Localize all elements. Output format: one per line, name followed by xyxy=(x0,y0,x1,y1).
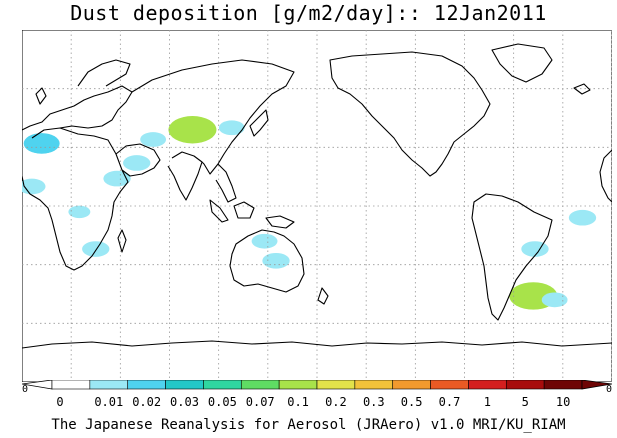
colorbar-level-label: 0.5 xyxy=(401,395,423,409)
colorbar-level-label: 1 xyxy=(484,395,491,409)
dust-blob xyxy=(251,233,278,249)
colorbar-level-label: 0.3 xyxy=(363,395,385,409)
coastlines xyxy=(22,43,612,349)
colorbar-boxes xyxy=(22,380,612,390)
colorbar-box xyxy=(543,380,583,390)
coastline-greenland xyxy=(491,43,553,83)
colorbar-level-label: 0.01 xyxy=(94,395,123,409)
coastline-east-asia xyxy=(131,59,295,175)
colorbar-box xyxy=(392,380,431,390)
coastline-sumatra xyxy=(209,199,229,223)
coastline-india xyxy=(167,151,203,201)
colorbar-level-label: 0.2 xyxy=(325,395,347,409)
dust-blob xyxy=(82,241,110,257)
footer-credit: The Japanese Reanalysis for Aerosol (JRA… xyxy=(51,417,566,433)
colorbar-box xyxy=(505,380,545,390)
dust-blob xyxy=(123,155,151,171)
colorbar-box xyxy=(51,380,91,390)
coastline-new-guinea xyxy=(265,215,295,229)
coastline-africa xyxy=(22,127,129,271)
coastline-madagascar xyxy=(117,229,127,253)
coastline-britain xyxy=(35,87,47,105)
dust-field-layer xyxy=(22,116,597,310)
colorbar-left-label: 0 xyxy=(22,384,28,395)
colorbar-right-arrow xyxy=(581,380,612,390)
colorbar-box xyxy=(468,380,507,390)
dust-blob xyxy=(140,132,167,147)
colorbar-level-label: 0.03 xyxy=(170,395,199,409)
dust-blob xyxy=(262,252,290,269)
colorbar-box xyxy=(278,380,318,390)
coastline-borneo xyxy=(233,201,255,219)
map-title: Dust deposition [g/m2/day]:: 12Jan2011 xyxy=(70,1,547,25)
dust-deposition-map: 60N30NEQ30S60S xyxy=(22,30,612,382)
colorbar-level-label: 0.7 xyxy=(439,395,461,409)
coastline-antarctica xyxy=(22,340,612,349)
coastline-south-america xyxy=(471,193,553,321)
coastline-japan xyxy=(249,109,269,137)
colorbar-box xyxy=(89,380,129,390)
coastline-australia xyxy=(229,229,305,293)
coastline-scandinavia xyxy=(77,59,131,87)
coastline-iceland xyxy=(573,83,591,95)
dust-blob xyxy=(521,241,549,257)
colorbar-level-label: 10 xyxy=(556,395,570,409)
colorbar-box xyxy=(127,380,166,390)
colorbar-level-label: 0.05 xyxy=(208,395,237,409)
coastline-new-zealand xyxy=(317,287,329,305)
colorbar-box xyxy=(165,380,204,390)
colorbar-box xyxy=(240,380,280,390)
coastline-north-america xyxy=(329,51,491,177)
dust-blob xyxy=(541,292,568,308)
dust-blob xyxy=(218,120,245,136)
colorbar: 0 0.01 0.02 0.03 0.05 0.07 0.1 0.2 0.3 0.5 0.7 1 5 10… xyxy=(22,380,612,409)
dust-blob xyxy=(568,209,597,226)
coastline-europe xyxy=(22,85,133,131)
dust-blob xyxy=(68,205,91,219)
colorbar-level-label: 5 xyxy=(522,395,529,409)
colorbar-level-label: 0 xyxy=(56,395,63,409)
colorbar-box xyxy=(430,380,469,390)
dust-blob xyxy=(23,133,60,154)
coastline-africa-east-edge xyxy=(599,149,612,203)
colorbar-box xyxy=(316,380,356,390)
colorbar-box xyxy=(203,380,242,390)
coastline-arabia xyxy=(115,143,161,177)
graticule xyxy=(22,30,612,382)
colorbar-level-label: 0.02 xyxy=(132,395,161,409)
colorbar-labels: 0 0.01 0.02 0.03 0.05 0.07 0.1 0.2 0.3 0.5 0.7 1 5 10 xyxy=(56,395,570,409)
colorbar-level-label: 0.07 xyxy=(246,395,275,409)
dust-blob xyxy=(168,116,217,144)
colorbar-box xyxy=(354,380,394,390)
colorbar-level-label: 0.1 xyxy=(287,395,309,409)
coastline-se-asia xyxy=(215,163,237,203)
colorbar-right-label: 0 xyxy=(606,384,612,395)
